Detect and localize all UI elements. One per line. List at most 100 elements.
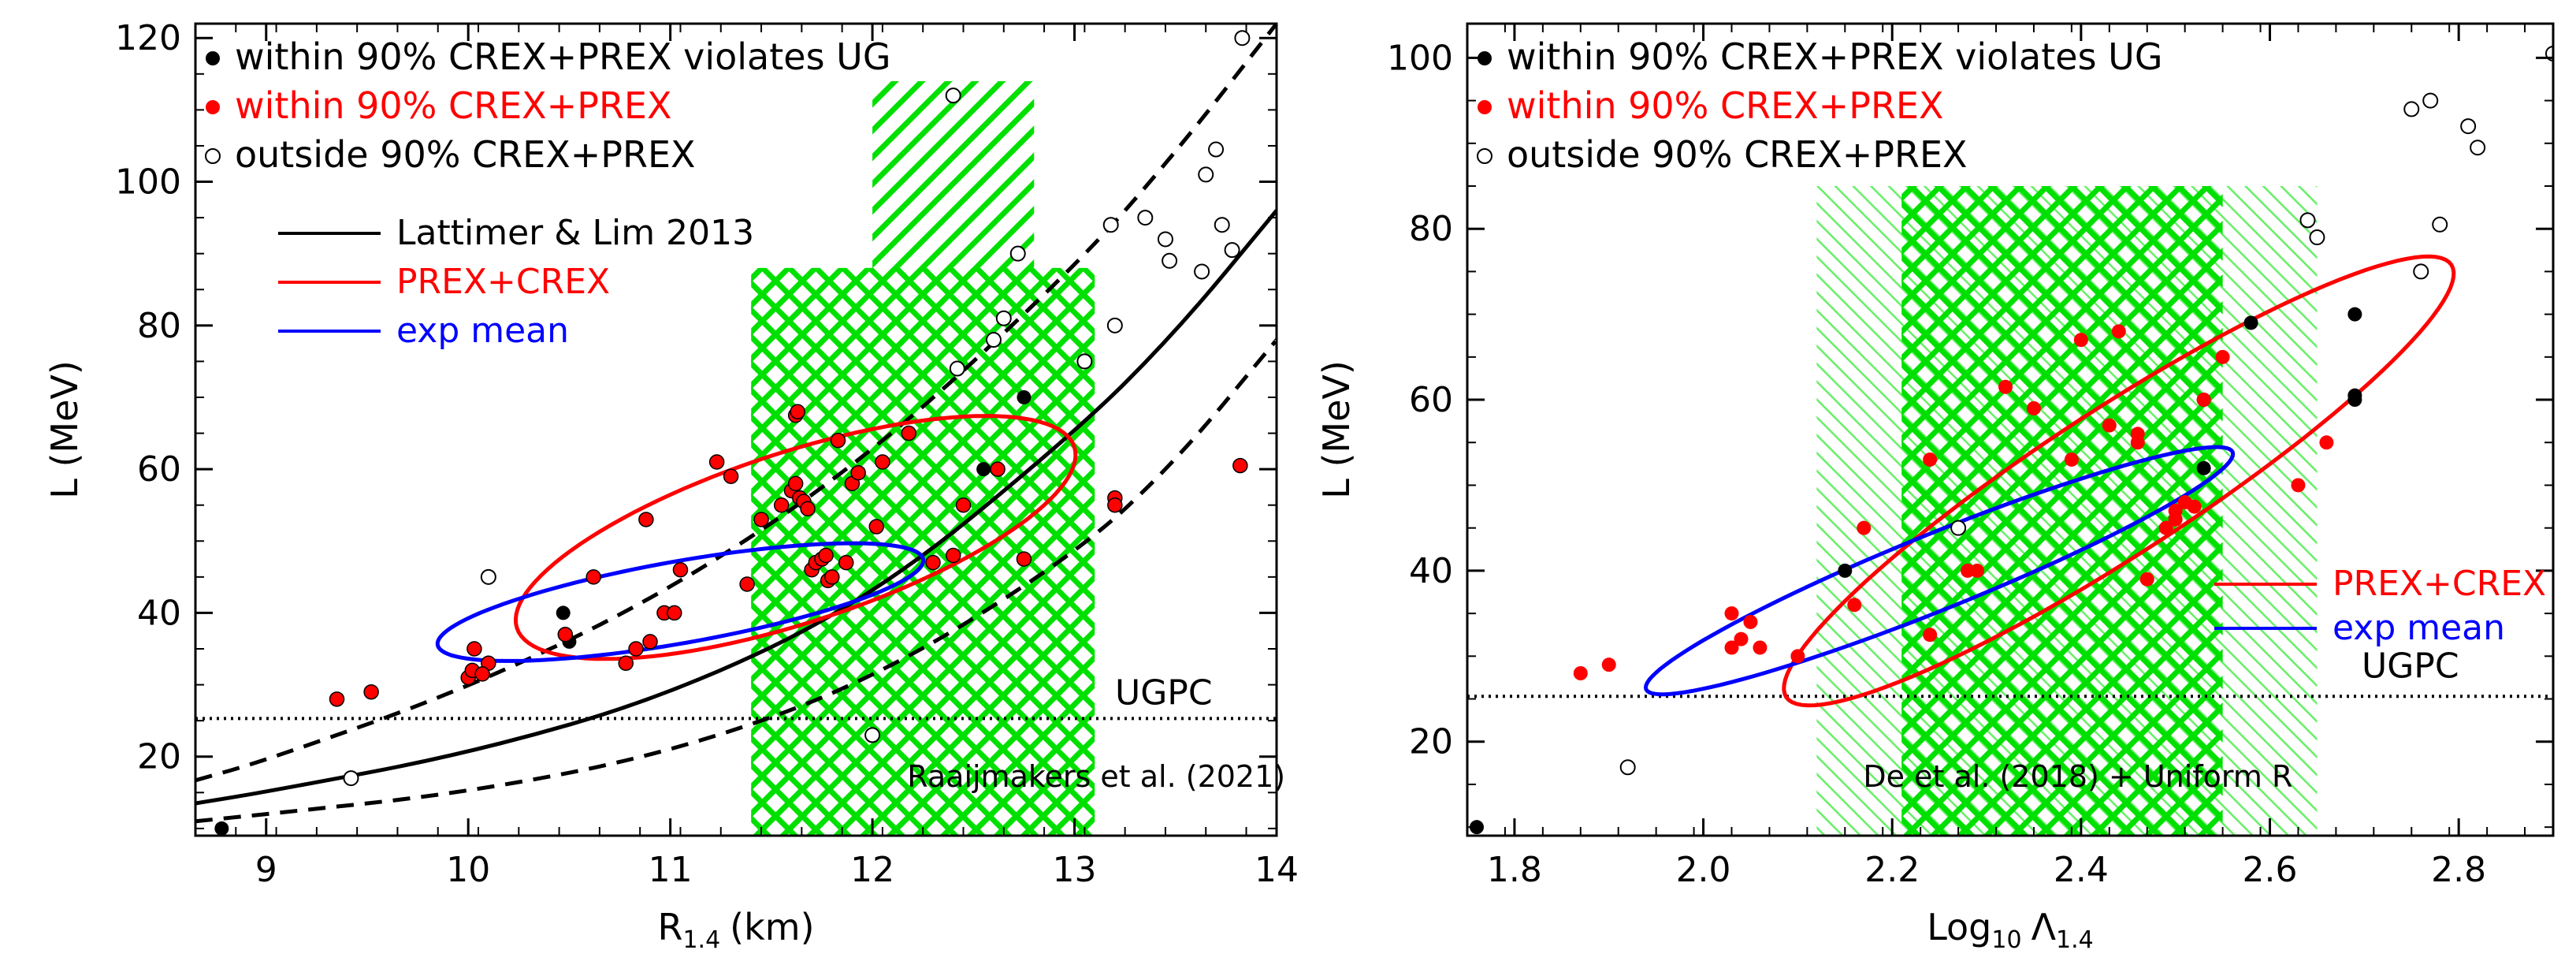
- data-point: [1198, 166, 1214, 183]
- data-point: [214, 821, 229, 836]
- data-point: [1106, 317, 1123, 333]
- y-tick-label: 40: [1409, 551, 1453, 591]
- data-point: [1619, 759, 1636, 776]
- legend-line-label: exp mean: [396, 311, 569, 351]
- y-axis-label: L (MeV): [1315, 360, 1358, 499]
- data-point: [2291, 478, 2306, 493]
- data-point: [949, 360, 965, 377]
- data-point: [2187, 499, 2202, 514]
- y-tick-label: 80: [137, 306, 181, 346]
- data-point: [2215, 349, 2230, 364]
- data-point: [2422, 92, 2439, 109]
- data-point: [2319, 435, 2334, 450]
- x-axis-label: R1.4 (km): [657, 906, 814, 954]
- data-point: [850, 464, 866, 481]
- x-axis-label-unit-sub: 1.4: [2056, 926, 2094, 954]
- y-tick-label: 60: [1409, 380, 1453, 420]
- data-point: [2196, 393, 2211, 408]
- data-point: [1137, 210, 1154, 226]
- data-point: [642, 634, 658, 650]
- ellipse-prex-crex: [513, 414, 1078, 661]
- legend-line-label: exp mean: [2333, 608, 2505, 648]
- legend-marker: [206, 100, 220, 114]
- x-tick-label: 1.8: [1487, 850, 1542, 890]
- data-point: [753, 512, 769, 527]
- data-point: [790, 404, 805, 419]
- x-tick-label: 11: [649, 850, 693, 890]
- y-tick-label: 60: [137, 449, 181, 490]
- data-point: [1016, 551, 1032, 567]
- data-point: [474, 666, 490, 682]
- y-axis-label: L (MeV): [43, 360, 86, 499]
- legend-marker: [1477, 148, 1492, 164]
- data-point: [1573, 666, 1588, 680]
- data-point: [955, 497, 972, 513]
- data-point: [2299, 212, 2316, 229]
- data-point: [667, 605, 682, 621]
- data-point: [638, 512, 654, 527]
- x-axis-label-sub: 10: [1991, 926, 2021, 954]
- plot-area: [1467, 45, 2553, 836]
- data-point: [800, 501, 816, 517]
- x-tick-label: 10: [446, 850, 490, 890]
- data-point: [2026, 400, 2041, 415]
- x-tick-label: 14: [1255, 850, 1299, 890]
- data-point: [1601, 657, 1616, 672]
- data-point: [1214, 217, 1230, 233]
- data-point: [2243, 315, 2258, 330]
- data-point: [739, 576, 755, 592]
- data-point: [1232, 457, 1248, 474]
- data-point: [1734, 631, 1749, 646]
- x-tick-label: 2.2: [1864, 850, 1920, 890]
- lattimer-upper-curve: [195, 24, 1277, 783]
- legend-point-label: within 90% CREX+PREX: [235, 84, 672, 127]
- legend-marker: [205, 148, 221, 164]
- x-tick-label: 12: [850, 850, 894, 890]
- data-point: [868, 519, 884, 535]
- x-axis-label-unit: (km): [730, 906, 814, 948]
- data-point: [672, 561, 689, 578]
- data-point: [945, 547, 961, 564]
- x-tick-label: 2.8: [2431, 850, 2486, 890]
- x-tick-label: 9: [255, 850, 277, 890]
- data-point: [773, 497, 790, 513]
- y-tick-label: 40: [137, 593, 181, 633]
- data-point: [1838, 563, 1853, 578]
- data-point: [1102, 217, 1119, 233]
- data-point: [343, 770, 359, 787]
- data-point: [1107, 497, 1123, 513]
- data-point: [818, 547, 834, 564]
- data-point: [2403, 101, 2420, 117]
- legend-point-label: within 90% CREX+PREX: [1507, 84, 1944, 127]
- data-point: [1469, 820, 1484, 835]
- constraint-band: [872, 80, 1035, 836]
- data-point: [2347, 393, 2362, 408]
- data-point: [925, 554, 941, 571]
- band-label: Raaijmakers et al. (2021): [907, 759, 1285, 794]
- data-point: [1847, 598, 1862, 613]
- data-point: [2139, 572, 2154, 587]
- data-point: [2158, 520, 2173, 535]
- legend-marker: [1478, 51, 1492, 65]
- data-point: [1162, 252, 1178, 269]
- x-tick-label: 2.6: [2243, 850, 2298, 890]
- data-point: [945, 88, 961, 104]
- legend-point-label: within 90% CREX+PREX violates UG: [235, 35, 890, 78]
- data-point: [787, 475, 804, 492]
- lattimer-lower-curve: [195, 337, 1277, 824]
- data-point: [2064, 452, 2079, 467]
- ugpc-label: UGPC: [2362, 646, 2459, 686]
- data-point: [838, 554, 854, 571]
- data-point: [618, 655, 634, 671]
- data-point: [363, 684, 379, 700]
- y-tick-label: 100: [115, 162, 181, 203]
- axes-frame: [1466, 22, 2555, 837]
- data-point: [1724, 640, 1739, 655]
- legend-point-label: outside 90% CREX+PREX: [1507, 133, 1968, 176]
- data-point: [708, 454, 725, 470]
- data-point: [467, 641, 482, 657]
- data-point: [1224, 242, 1240, 259]
- right-panel: 1.8 2.0 2.2 2.4 2.6 2.8 20 40 60 80 100 Log10 Λ1.4 L …: [1315, 22, 2555, 954]
- x-tick-label: 2.4: [2054, 850, 2109, 890]
